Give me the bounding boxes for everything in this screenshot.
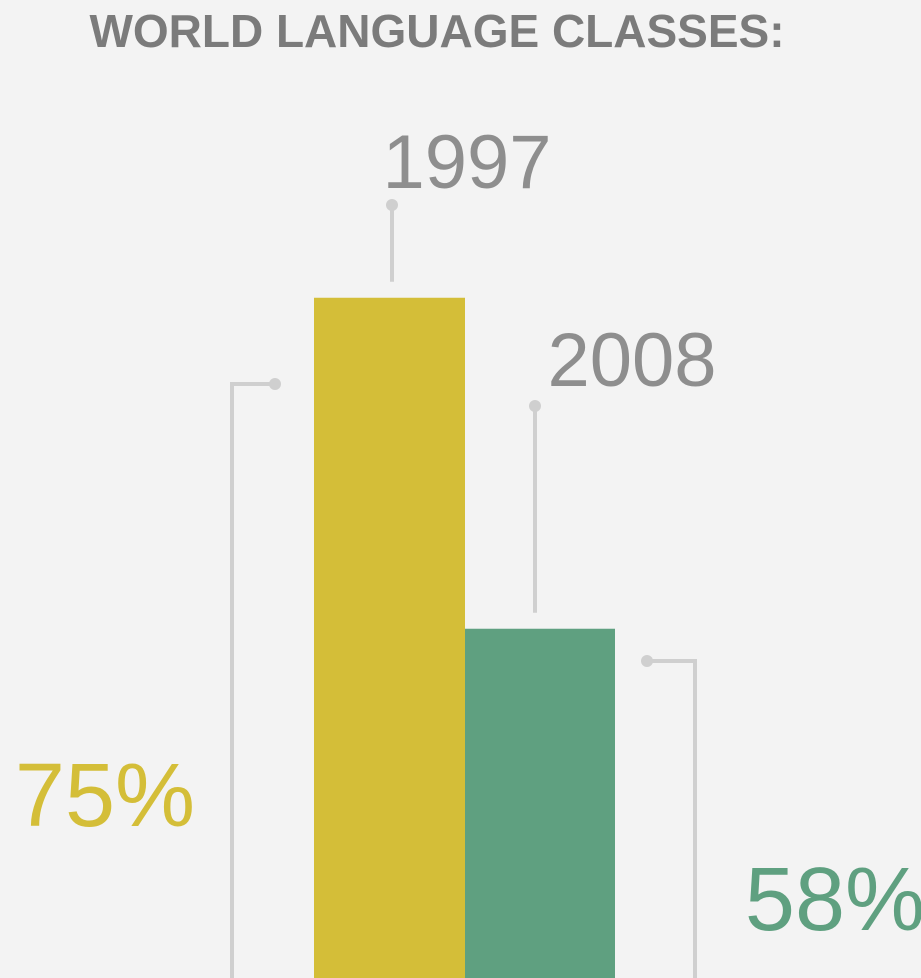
year-label: 1997 [382, 120, 551, 205]
connector-dot [529, 400, 541, 412]
year-label: 2008 [547, 318, 716, 403]
value-bracket [647, 659, 697, 978]
bar [465, 628, 615, 978]
value-bracket [230, 382, 275, 978]
chart-title: WORLD LANGUAGE CLASSES: [89, 5, 784, 57]
bar [314, 297, 465, 978]
connector-dot [269, 378, 281, 390]
connector-dot [641, 655, 653, 667]
value-label: 75% [15, 746, 195, 846]
value-label: 58% [745, 850, 921, 950]
connector-dot [386, 199, 398, 211]
